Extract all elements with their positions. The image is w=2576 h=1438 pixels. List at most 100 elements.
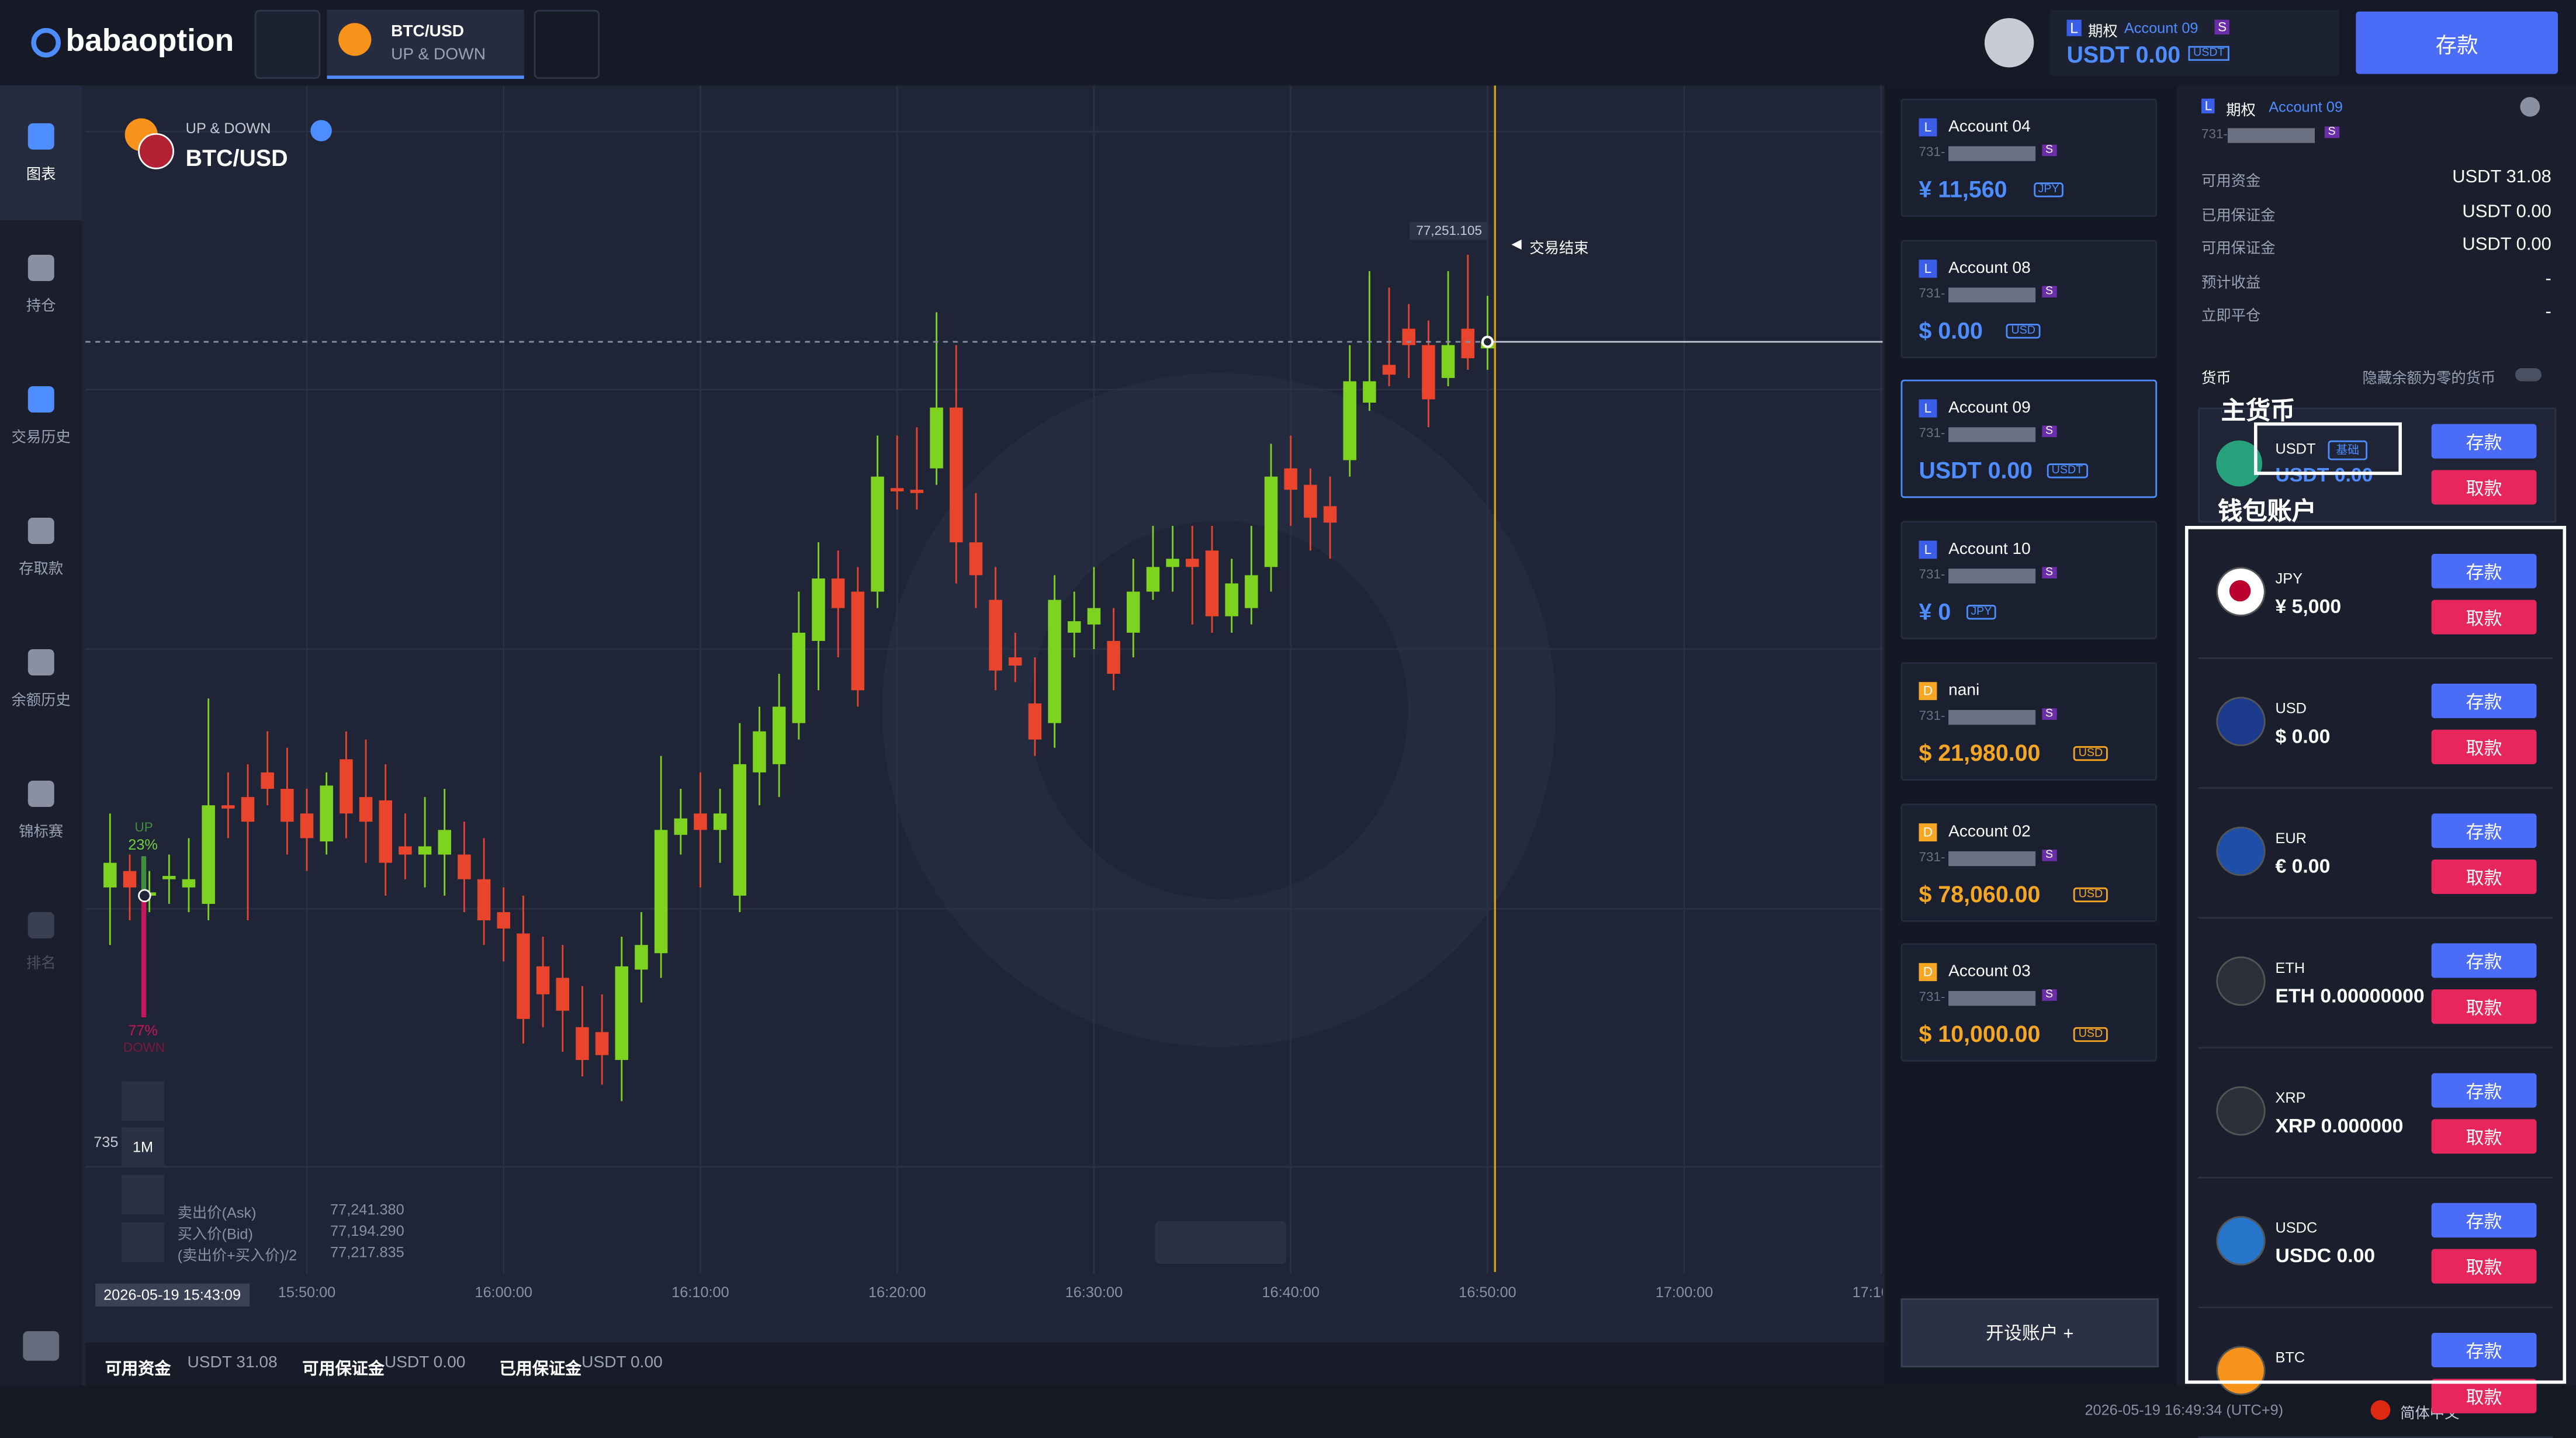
account-balance: ¥ 0 bbox=[1919, 598, 1951, 625]
candle-body bbox=[1382, 365, 1396, 375]
candle-body bbox=[182, 879, 196, 888]
stat-value: - bbox=[2545, 268, 2551, 289]
withdraw-button[interactable]: 取款 bbox=[2431, 1249, 2537, 1284]
account-id: 731- bbox=[1919, 989, 1945, 1005]
withdraw-button[interactable]: 取款 bbox=[2431, 470, 2537, 505]
account-currency: USDT bbox=[2047, 464, 2088, 479]
info-icon[interactable] bbox=[310, 120, 332, 141]
withdraw-button[interactable]: 取款 bbox=[2431, 989, 2537, 1024]
candle-body bbox=[615, 966, 629, 1061]
deposit-button[interactable]: 存款 bbox=[2431, 1203, 2537, 1238]
nav-label[interactable]: 锦标赛 bbox=[19, 823, 64, 840]
coin-dot bbox=[2229, 580, 2251, 602]
coin-code: ETH bbox=[2275, 959, 2305, 976]
deposit-button[interactable]: 存款 bbox=[2431, 684, 2537, 719]
cursor-time: 2026-05-19 15:43:09 bbox=[95, 1283, 250, 1307]
interval-button[interactable]: 1M bbox=[122, 1127, 165, 1167]
masked-id bbox=[1948, 709, 2036, 725]
coin-row bbox=[2198, 539, 2553, 659]
settings[interactable] bbox=[2520, 96, 2540, 117]
account-badge: D bbox=[1919, 681, 1937, 700]
nav-label[interactable]: 排名 bbox=[26, 955, 56, 972]
account-tag: S bbox=[2042, 426, 2056, 438]
nav-icon[interactable] bbox=[27, 780, 54, 807]
logo[interactable]: babaoption bbox=[65, 25, 234, 60]
nav-icon[interactable] bbox=[27, 517, 54, 544]
account-tag: S bbox=[2042, 144, 2056, 157]
candle-body bbox=[1028, 703, 1042, 740]
header-balance: USDT 0.00 bbox=[2066, 41, 2181, 68]
candle-body bbox=[103, 862, 117, 888]
wallet-id: 731- bbox=[2201, 126, 2228, 141]
layout-button[interactable] bbox=[254, 9, 321, 79]
candle-body bbox=[556, 978, 570, 1011]
masked-id bbox=[1948, 991, 2036, 1006]
withdraw-button[interactable]: 取款 bbox=[2431, 1378, 2537, 1413]
nav-icon[interactable] bbox=[27, 649, 54, 675]
toggle[interactable] bbox=[2515, 368, 2542, 382]
account-tag: S bbox=[2042, 567, 2056, 579]
coin-icon bbox=[2216, 826, 2266, 876]
logout[interactable] bbox=[23, 1331, 60, 1361]
coin-balance: ETH 0.00000000 bbox=[2275, 984, 2425, 1008]
stat-value: USDT 0.00 bbox=[2462, 201, 2551, 221]
candle-body bbox=[733, 764, 747, 896]
candle-body bbox=[910, 490, 924, 493]
candle-body bbox=[1127, 591, 1140, 633]
deposit-button[interactable]: 存款 bbox=[2431, 1073, 2537, 1108]
chart-type-button[interactable] bbox=[122, 1081, 165, 1121]
deposit-button[interactable]: 存款 bbox=[2431, 424, 2537, 459]
nav-label[interactable]: 交易历史 bbox=[11, 429, 71, 446]
coin-row bbox=[2198, 1188, 2553, 1308]
chart-pair[interactable]: BTC/USD bbox=[185, 144, 288, 171]
x-tick-label: 16:50:00 bbox=[1459, 1284, 1516, 1301]
nav-icon[interactable] bbox=[27, 254, 54, 281]
nav-label[interactable]: 持仓 bbox=[26, 297, 56, 314]
nav-label[interactable]: 图表 bbox=[26, 166, 56, 183]
candle-body bbox=[517, 933, 530, 1019]
coin-balance: ¥ 5,000 bbox=[2275, 595, 2342, 618]
deposit-button[interactable]: 存款 bbox=[2356, 11, 2558, 74]
x-tick-label: 16:10:00 bbox=[671, 1284, 729, 1301]
mid: 77,217.835 bbox=[330, 1244, 404, 1261]
withdraw-button[interactable]: 取款 bbox=[2431, 600, 2537, 635]
zoom-controls[interactable] bbox=[1155, 1221, 1287, 1264]
account-balance: $ 78,060.00 bbox=[1919, 880, 2041, 907]
candle-body bbox=[418, 846, 432, 855]
nav-icon[interactable] bbox=[27, 386, 54, 413]
deposit-button[interactable]: 存款 bbox=[2431, 943, 2537, 978]
nav-icon[interactable] bbox=[27, 912, 54, 938]
status-value: USDT 31.08 bbox=[187, 1354, 278, 1373]
wallet-tag: S bbox=[2324, 126, 2339, 138]
withdraw-button[interactable]: 取款 bbox=[2431, 859, 2537, 895]
candle-body bbox=[399, 846, 412, 855]
masked-id bbox=[1948, 287, 2036, 302]
stat-label: 预计收益 bbox=[2201, 273, 2261, 290]
main-balance: USDT 0.00 bbox=[2275, 463, 2373, 487]
nav-label[interactable]: 存取款 bbox=[19, 560, 64, 577]
nav-icon[interactable] bbox=[27, 123, 54, 150]
deposit-button[interactable]: 存款 bbox=[2431, 1332, 2537, 1368]
coin-code: USDC bbox=[2275, 1219, 2318, 1236]
profile[interactable] bbox=[1984, 18, 2034, 68]
tab-mode: UP & DOWN bbox=[391, 46, 486, 64]
masked-id bbox=[2228, 128, 2315, 143]
withdraw-button[interactable]: 取款 bbox=[2431, 729, 2537, 764]
deposit-button[interactable]: 存款 bbox=[2431, 553, 2537, 588]
stat-value: USDT 31.08 bbox=[2452, 167, 2551, 188]
pointer bbox=[138, 889, 151, 903]
candle-body bbox=[1245, 575, 1258, 608]
account-select[interactable] bbox=[2050, 9, 2340, 76]
bid: 77,194.290 bbox=[330, 1222, 404, 1239]
draw-button[interactable] bbox=[122, 1174, 165, 1215]
x-tick-label: 16:30:00 bbox=[1065, 1284, 1123, 1301]
candle-body bbox=[635, 945, 648, 970]
open-account[interactable]: 开设账户 + bbox=[1900, 1298, 2159, 1368]
deposit-button[interactable]: 存款 bbox=[2431, 813, 2537, 848]
nav-label[interactable]: 余额历史 bbox=[11, 692, 71, 709]
withdraw-button[interactable]: 取款 bbox=[2431, 1119, 2537, 1154]
indicator-button[interactable] bbox=[122, 1222, 165, 1263]
tag: S bbox=[2214, 19, 2230, 35]
coin-icon bbox=[2216, 956, 2266, 1006]
add-tab[interactable] bbox=[534, 9, 600, 79]
